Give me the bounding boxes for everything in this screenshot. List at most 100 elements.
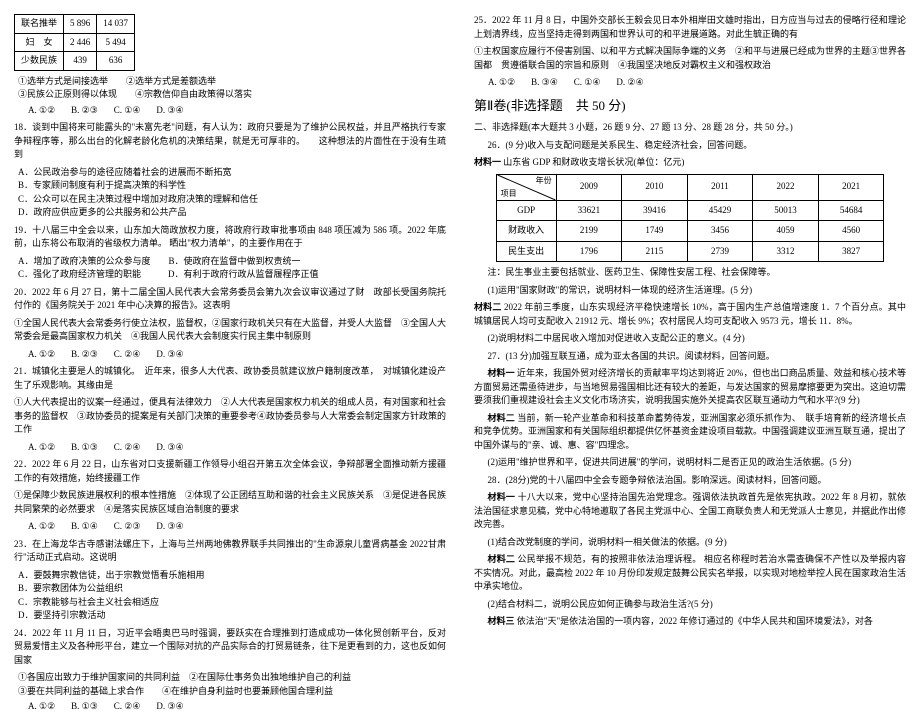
q28-head: 28．(28分)党的十八届四中全会专题争辩依法治国。影响深远。阅读材料，回答问题… [474, 474, 906, 488]
q22-optB: B. ①④ [71, 520, 98, 534]
m2-text: 2022 年前三季度，山东实现经济平稳快速增长 10%，高于国内生产总值增速度 … [474, 302, 906, 326]
q21-optB: B. ①③ [71, 441, 98, 455]
q28-q2: (2)结合材料二，说明公民应如何正确参与政治生活?(5 分) [474, 598, 906, 612]
q23-optD: D．要坚持引宗教活动 [18, 609, 446, 623]
q19-optA: A．增加了政府决策的公众参与度 B．使政府在监督中做到权责统一 [18, 255, 446, 269]
gdp-y2: 2010 [622, 174, 688, 200]
q25-optA: A. ①② [488, 76, 515, 90]
gdp-r1c3: 45429 [687, 200, 753, 221]
q24-optD: D. ③④ [156, 700, 183, 714]
q23-optB: B．要宗教团体为公益组织 [18, 582, 446, 596]
q26-sub2: (2)说明材料二中居民收入增加对促进收入支配公正的意义。(4 分) [474, 332, 906, 346]
section-2-title: 第Ⅱ卷(非选择题 共 50 分) [474, 96, 906, 116]
q22-optD: D. ③④ [156, 520, 183, 534]
q24-stmts: ①各国应出致力于维护国家间的共同利益 ②在国际仕事务负出独地维护自己的利益 [18, 671, 446, 685]
q17-optB: B. ②③ [71, 104, 98, 118]
q18-optB: B．专家顾问制度有利于提高决策的科学性 [18, 179, 446, 193]
q25-optD: D. ②④ [616, 76, 643, 90]
t1-r1c2: 5 896 [64, 15, 97, 34]
q28-m3-label: 材料三 [488, 616, 515, 626]
q28-m2-label: 材料二 [488, 554, 516, 564]
q20-optA: A. ①② [28, 348, 55, 362]
section-2-subhead: 二、非选择题(本大题共 3 小题，26 题 9 分、27 题 13 分、28 题… [474, 121, 906, 135]
m2-label: 材料二 [474, 302, 502, 312]
gdp-header-left: 项目 [501, 188, 517, 200]
q22-optA: A. ①② [28, 520, 55, 534]
gdp-r3c5: 3827 [818, 241, 884, 262]
q28-m2-text: 公民举报不规范，有的按照非依法治理诉程。 相应名称程时若治水需查确保不产性以及举… [474, 554, 906, 591]
gdp-r2c2: 1749 [622, 221, 688, 242]
gdp-r1c4: 50013 [753, 200, 819, 221]
q23-optC: C．宗教能够与社会主义社会相适应 [18, 596, 446, 610]
q24-stmts2: ③要在共同利益的基础上求合作 ④在维护自身利益时也要兼顾他国合理利益 [18, 685, 446, 699]
q28-m1-label: 材料一 [488, 492, 516, 502]
t1-r3c3: 636 [97, 52, 135, 71]
gdp-table: 年份 项目 2009 2010 2011 2022 2021 GDP 33621… [496, 174, 885, 263]
q27-head: 27．(13 分)加强互联互通，成为亚太各国的共识。阅读材料，回答问题。 [474, 350, 906, 364]
q18-optC: C．公众可以在民主决策过程中增加对政府决策的理解和信任 [18, 193, 446, 207]
q25-optB: B. ③④ [531, 76, 558, 90]
gdp-r3c1: 1796 [556, 241, 622, 262]
q25-text: 25．2022 年 11 月 8 日，中国外交部长王毅会见日本外相岸田文雄时指出… [474, 14, 906, 41]
gdp-header-top: 年份 [536, 175, 552, 187]
q18-optD: D．政府应供应更多的公共服务和公共产品 [18, 206, 446, 220]
gdp-r3c0: 民生支出 [496, 241, 556, 262]
gdp-r3c3: 2739 [687, 241, 753, 262]
q26-sub1: (1)运用"国家财政"的常识，说明材料一体现的经济生活道理。(5 分) [474, 284, 906, 298]
q20-optD: D. ③④ [156, 348, 183, 362]
q28-m1-text: 十八大以来，党中心坚持治国先治党理念。强调依法执政首先是依宪执政。2022 年 … [474, 492, 906, 529]
gdp-r2c3: 3456 [687, 221, 753, 242]
nomination-table: 联名推举 5 896 14 037 妇 女 2 446 5 494 少数民族 4… [14, 14, 135, 71]
q22-optC: C. ②③ [114, 520, 141, 534]
gdp-r2c5: 4560 [818, 221, 884, 242]
q17-optA: A. ①② [28, 104, 55, 118]
gdp-r2c1: 2199 [556, 221, 622, 242]
q20-optC: C. ②④ [114, 348, 141, 362]
q21-stmts: ①人大代表提出的议案一经通过，便具有法律效力 ②人大代表是国家权力机关的组成人员… [14, 396, 446, 437]
q25-optC: C. ①④ [574, 76, 601, 90]
q19-text: 19．十八届三中全会以来，山东加大简政放权力度，将政府行政审批事项由 848 项… [14, 224, 446, 251]
q17-stmt1: ①选举方式是间接选举 ②选举方式是差额选举 [18, 75, 446, 89]
t1-r1c3: 14 037 [97, 15, 135, 34]
q24-optA: A. ①② [28, 700, 55, 714]
q21-optD: D. ③④ [156, 441, 183, 455]
q26-head: 26．(9 分)收入与支配问题是关系民生、稳定经济社会，回答问题。 [474, 139, 906, 153]
q24-text: 24．2022 年 11 月 11 日，习近平会晤奥巴马时强调，要跃实在合理推到… [14, 627, 446, 668]
q22-stmts: ①是保障少数民族进展权利的根本性措施 ②体现了公正团结互助和谐的社会主义民族关系… [14, 489, 446, 516]
q17-optC: C. ①④ [114, 104, 141, 118]
m1-label: 材料一 [474, 157, 501, 167]
q20-stmts: ①全国人民代表大会常委务行使立法权，监督权，②国家行政机关只有在大监督，并受人大… [14, 317, 446, 344]
q27-m2-text: 当前，新一轮产业革命和科技革命蓄势待发，亚洲国家必须乐抓作为、 联手培育新的经济… [474, 413, 906, 450]
q21-optA: A. ①② [28, 441, 55, 455]
q21-text: 21．城镇化主要是人的城镇化。 近年来，很多人大代表、政协委员就建议放户籍制度改… [14, 365, 446, 392]
q18-text: 18．谈到中国将来可能露头的"未富先老"问题，有人认为：政府只要是为了维护公民权… [14, 121, 446, 162]
gdp-y4: 2022 [753, 174, 819, 200]
q19-optB: C．强化了政府经济管理的职能 D．有利于政府行政从监督履程序正值 [18, 268, 446, 282]
q17-stmt2: ③民族公正原则得以体现 ④宗教信仰自由政策得以落实 [18, 88, 446, 102]
q28-q1: (1)结合改党制度的学问，说明材料一相关做法的依据。(9 分) [474, 536, 906, 550]
gdp-r3c4: 3312 [753, 241, 819, 262]
t1-r2c1: 妇 女 [15, 33, 64, 52]
t1-r2c2: 2 446 [64, 33, 97, 52]
gdp-r2c4: 4059 [753, 221, 819, 242]
q24-optC: C. ②④ [114, 700, 141, 714]
q21-optC: C. ②④ [114, 441, 141, 455]
q23-optA: A．要鼓舞宗教信徒，出于宗教觉悟看乐施相用 [18, 569, 446, 583]
q27-m1-text: 近年来，我国外贸对经济增长的贡献率平均达到将近 20%，但也出口商品质量、效益和… [474, 368, 906, 405]
q20-optB: B. ②③ [71, 348, 98, 362]
gdp-r1c2: 39416 [622, 200, 688, 221]
gdp-y3: 2011 [687, 174, 753, 200]
q20-text: 20．2022 年 6 月 27 日，第十二届全国人民代表大会常务委员会第九次会… [14, 286, 446, 313]
q27-m1-label: 材料一 [488, 368, 515, 378]
t1-r2c3: 5 494 [97, 33, 135, 52]
m1-title: 山东省 GDP 和财政收支增长状况(单位：亿元) [503, 157, 684, 167]
q18-optA: A．公民政治参与的途径应随着社会的进展而不断拓宽 [18, 166, 446, 180]
q25-stmts: ①主权国家应履行不侵害别国、以和平方式解决国际争端的义务 ②和平与进展已经成为世… [474, 45, 906, 72]
q28-m3-text: 依法治"天"是依法治国的一项内容，2022 年修订通过的《中华人民共和国环境爱法… [517, 616, 873, 626]
gdp-y5: 2021 [818, 174, 884, 200]
q24-optB: B. ①③ [71, 700, 98, 714]
gdp-r1c5: 54684 [818, 200, 884, 221]
gdp-r1c1: 33621 [556, 200, 622, 221]
q27-m2-label: 材料二 [488, 413, 515, 423]
gdp-y1: 2009 [556, 174, 622, 200]
